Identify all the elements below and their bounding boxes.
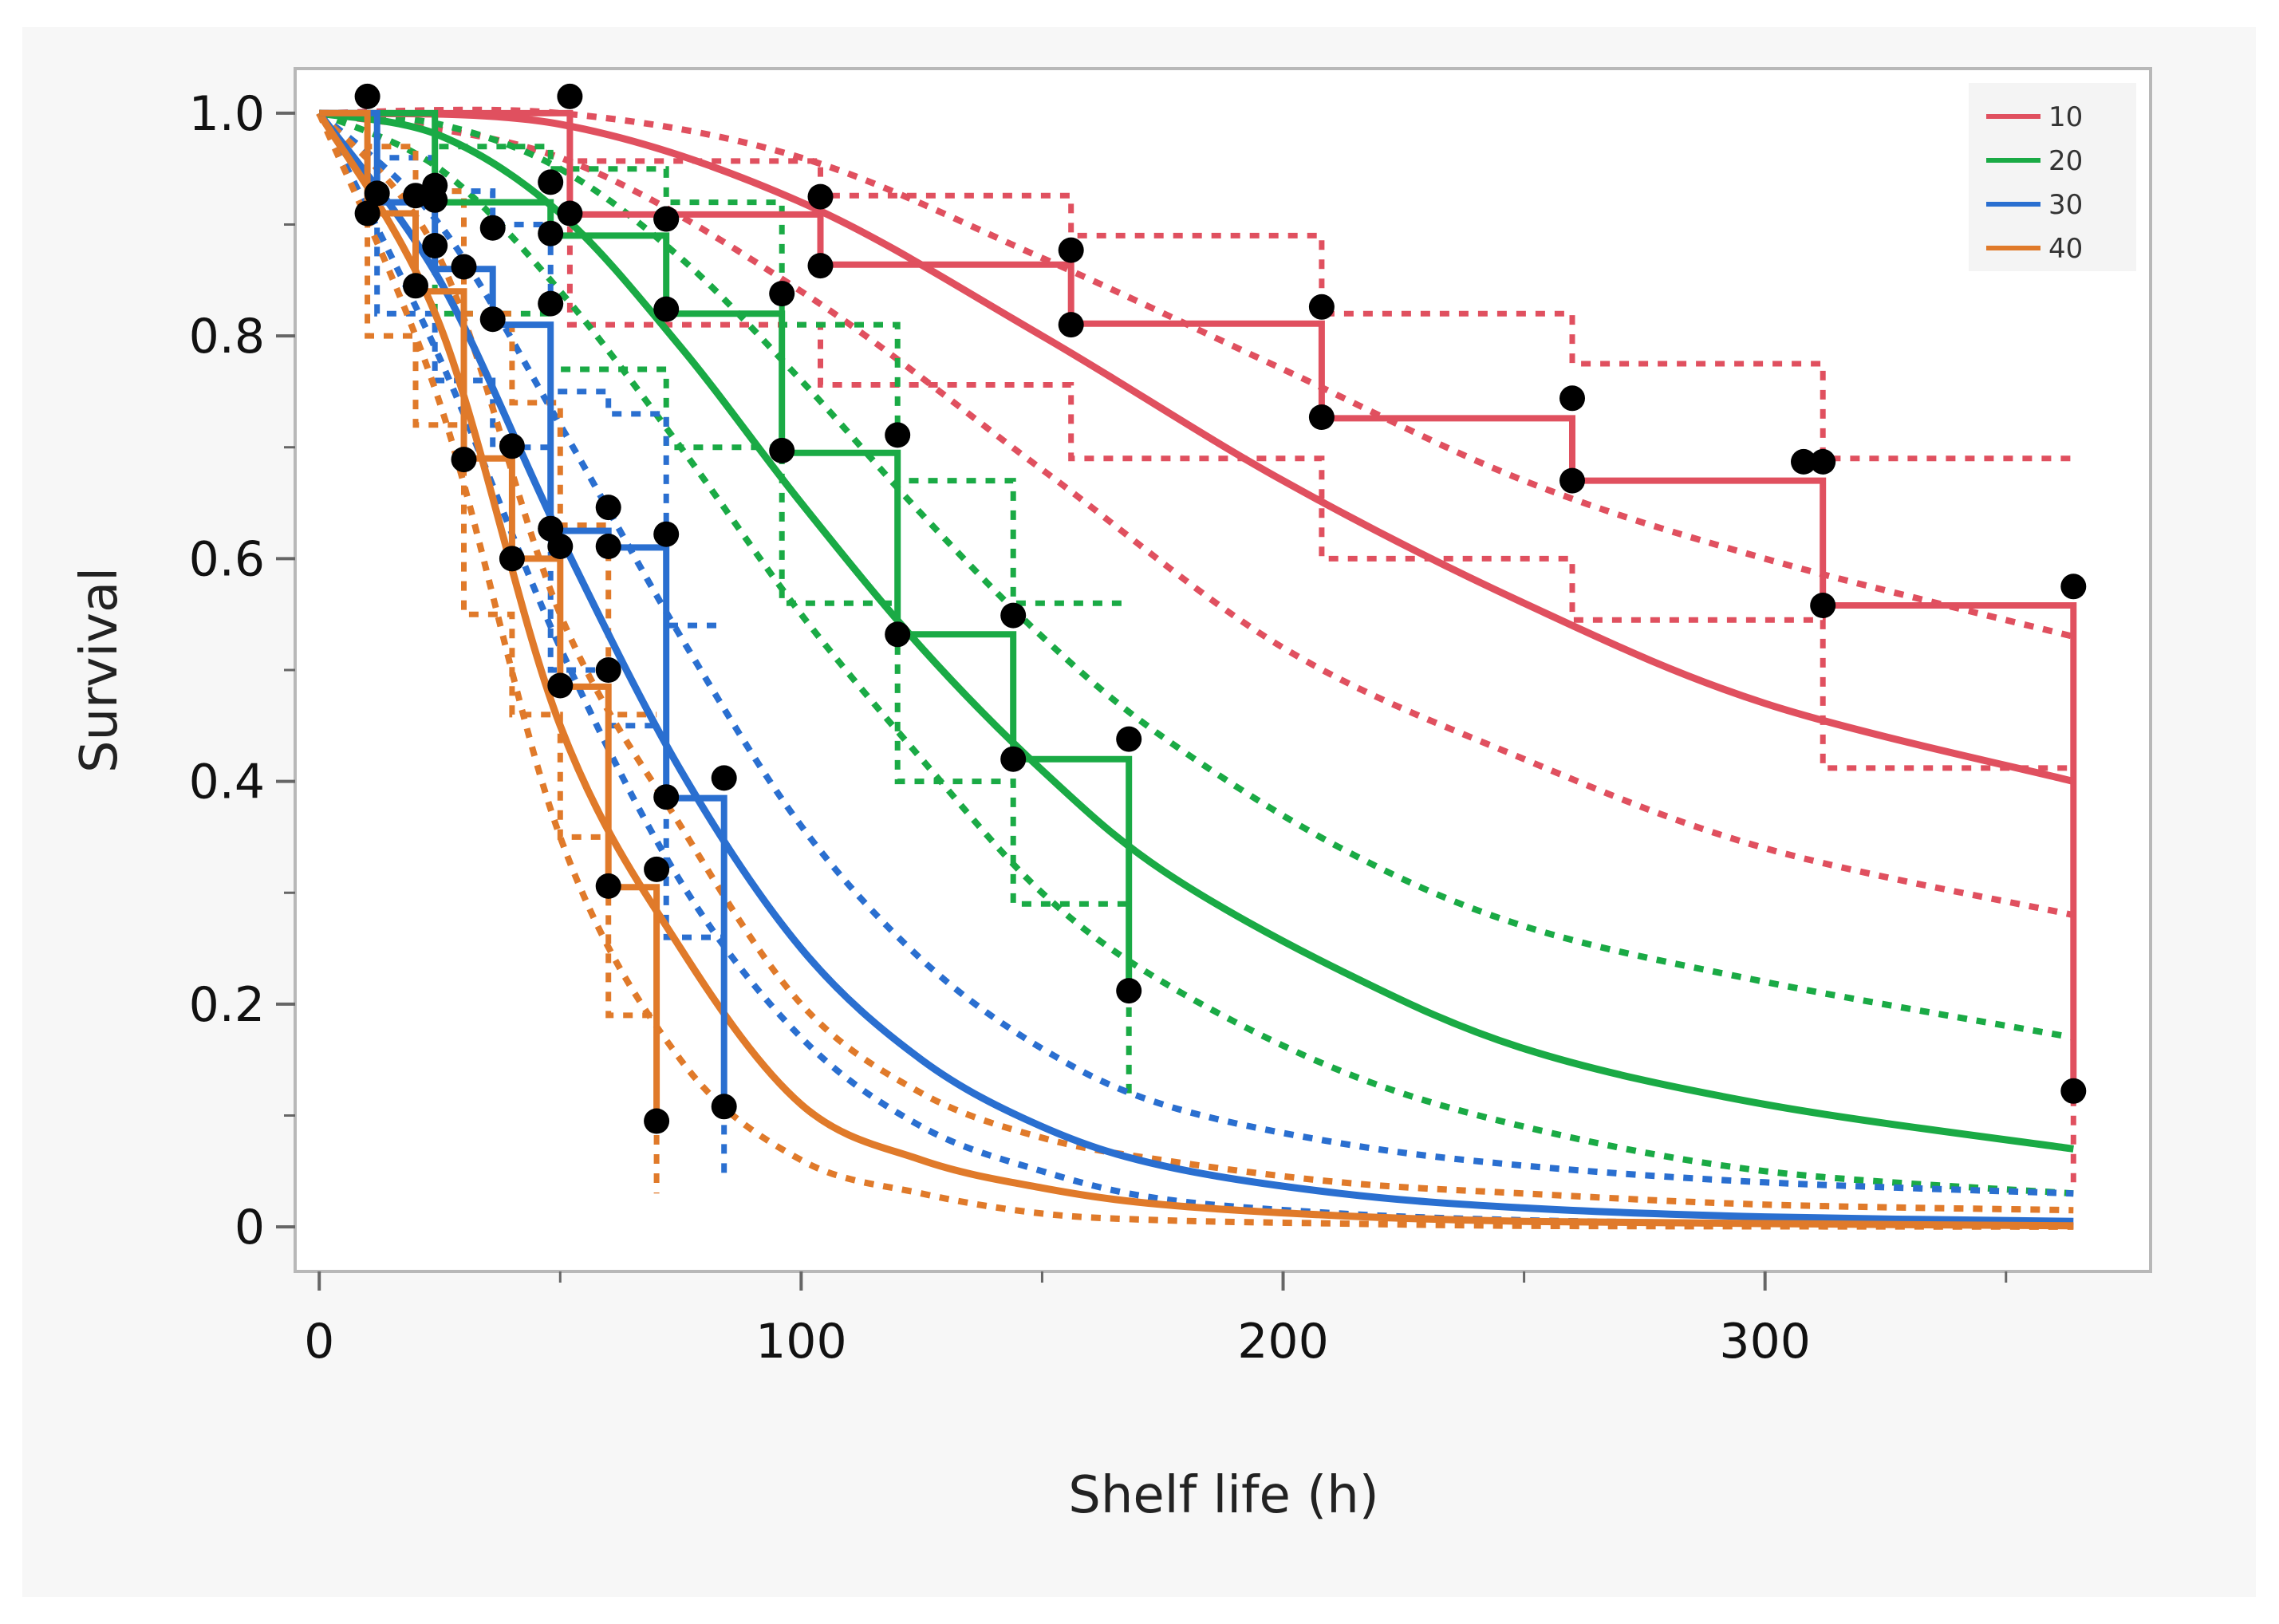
series-10-data-point (557, 200, 583, 227)
y-tick-label: 0.8 (189, 309, 265, 365)
x-tick-label: 300 (1719, 1314, 1811, 1370)
series-40-data-point (595, 873, 621, 899)
y-tick-label: 0 (235, 1200, 265, 1255)
series-10-data-point (1058, 237, 1084, 263)
series-10-data-point (1308, 294, 1335, 320)
series-30-km-step (319, 109, 727, 1110)
figure-frame: 0 100 200 300 0 0.2 0.4 0.6 0.8 1.0 Shelf life (h… (22, 27, 2256, 1597)
series-10-data-point (1559, 467, 1585, 494)
series-30-data-point (479, 215, 506, 241)
series-20-data-point (885, 621, 911, 648)
series-30-data-point (711, 1094, 737, 1120)
series-30-data-point (595, 534, 621, 559)
series-30-data-point (711, 765, 737, 791)
series-10-data-point (2060, 1078, 2087, 1104)
series-20-km-lower-ci (319, 110, 1132, 1094)
series-10-fit-upper-ci (319, 106, 2075, 640)
series-30-data-point (653, 784, 680, 810)
series-20-data-point (653, 206, 680, 232)
series-30-data-point (364, 180, 390, 207)
series-10-data-point (1058, 312, 1084, 338)
series-40-data-point (644, 1108, 670, 1134)
series-40-km-lower-ci (319, 110, 660, 1194)
series-10-data-point (1559, 385, 1585, 412)
series-20-data-point (885, 422, 911, 448)
series-30-km-upper-ci (319, 110, 724, 629)
series-40-data-point (547, 672, 574, 699)
legend-label-20: 20 (2048, 145, 2083, 177)
series-30-fit-upper-ci (317, 110, 2074, 1197)
series-40-data-point (354, 200, 380, 227)
series-30-fit-curve (316, 111, 2074, 1225)
series-20-data-point (1116, 726, 1142, 752)
legend-label-10: 10 (2048, 101, 2083, 133)
legend-label-30: 30 (2048, 189, 2083, 221)
step-layer (319, 109, 2077, 1121)
series-30-data-point (422, 233, 448, 258)
series-10-data-point (1810, 593, 1836, 618)
series-40-data-point (403, 183, 428, 209)
series-20-data-point (653, 296, 680, 322)
survival-chart: 0 100 200 300 0 0.2 0.4 0.6 0.8 1.0 Shelf life (h… (70, 67, 2152, 1525)
y-tick-label: 1.0 (189, 86, 265, 142)
x-tick-label: 100 (755, 1314, 847, 1370)
series-20-data-point (538, 220, 564, 246)
series-20-data-point (769, 437, 795, 463)
series-30-data-point (595, 495, 621, 521)
series-20-data-point (538, 169, 564, 195)
series-30-data-point (479, 306, 506, 333)
y-axis-title: Survival (70, 567, 129, 773)
series-30-data-point (538, 290, 564, 317)
series-20-fit-lower-ci (317, 110, 2074, 1197)
series-10-data-point (807, 183, 834, 210)
series-20-data-point (769, 281, 795, 307)
series-10-data-point (354, 83, 380, 109)
series-40-data-point (499, 433, 525, 459)
series-40-data-point (547, 534, 574, 559)
series-10-km-upper-ci (319, 110, 2074, 462)
series-10-km-step (319, 109, 2077, 1094)
series-30-data-point (422, 187, 448, 213)
axes-layer: 0 100 200 300 0 0.2 0.4 0.6 0.8 1.0 (189, 86, 2008, 1370)
legend: 10 20 30 40 (1969, 83, 2136, 271)
series-10-fit-lower-ci (318, 109, 2075, 919)
legend-label-40: 40 (2048, 233, 2083, 265)
series-20-data-point (1116, 978, 1142, 1004)
series-10-data-point (557, 83, 583, 109)
y-tick-label: 0.4 (189, 755, 265, 810)
series-10-fit-curve (318, 109, 2075, 785)
series-10-data-point (807, 253, 834, 279)
series-10-data-point (1308, 404, 1335, 430)
series-20-km-upper-ci (319, 110, 1130, 606)
series-40-data-point (499, 546, 525, 572)
series-20-fit-upper-ci (318, 109, 2075, 1041)
series-10-data-point (1791, 448, 1816, 475)
x-tick-label: 0 (304, 1314, 334, 1370)
x-tick-label: 200 (1237, 1314, 1329, 1370)
y-tick-label: 0.6 (189, 531, 265, 587)
series-20-data-point (1000, 602, 1027, 629)
y-tick-label: 0.2 (189, 977, 265, 1033)
series-40-fit-lower-ci (316, 112, 2074, 1230)
series-40-data-point (403, 273, 428, 299)
x-axis-title: Shelf life (h) (1068, 1466, 1379, 1525)
series-30-data-point (653, 521, 680, 547)
series-20-km-step (319, 109, 1133, 993)
series-40-data-point (644, 856, 670, 882)
series-40-data-point (595, 657, 621, 683)
series-10-data-point (1810, 448, 1836, 475)
points-layer (354, 83, 2087, 1134)
series-40-data-point (451, 447, 477, 473)
series-20-data-point (1000, 746, 1027, 772)
series-10-data-point (2060, 574, 2087, 600)
series-40-data-point (451, 254, 477, 280)
